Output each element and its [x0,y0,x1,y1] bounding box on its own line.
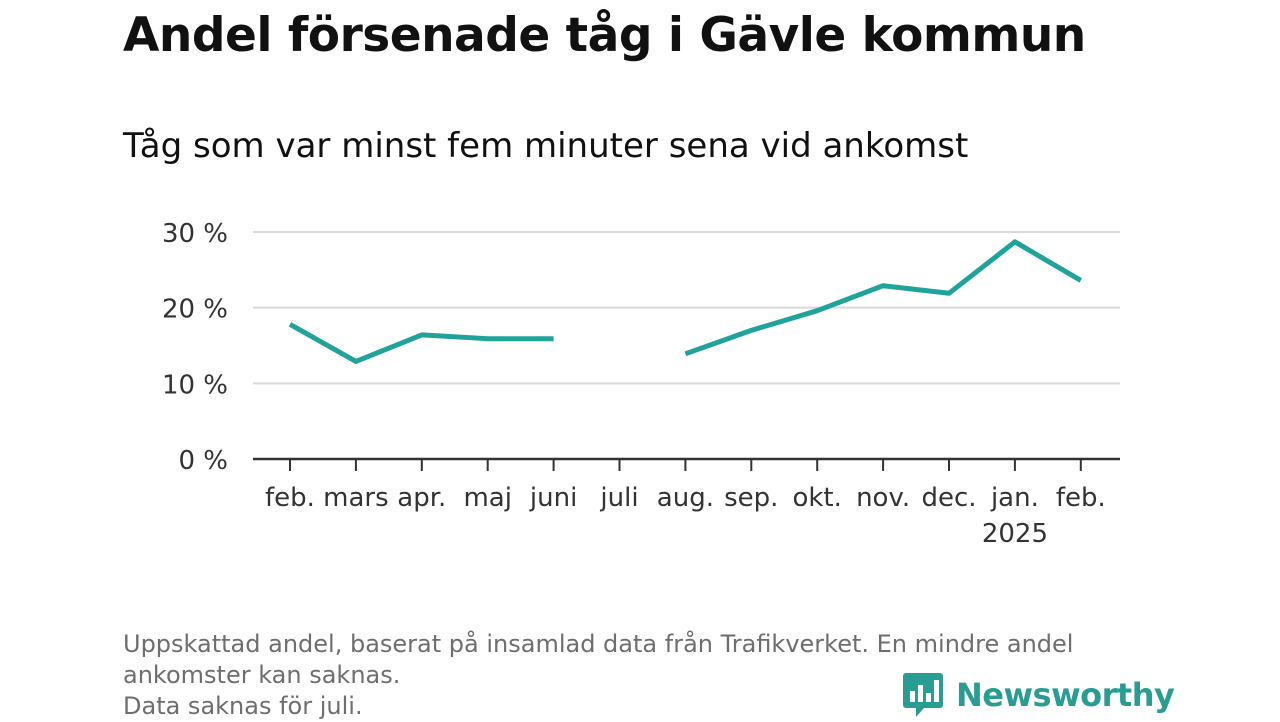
bar-chart-bubble-icon [903,673,943,717]
x-tick-label: sep. [724,483,778,513]
series-line-segment [684,239,1083,357]
data-point [749,328,754,333]
y-tick-label: 30 % [162,219,228,249]
x-tick-label: feb. [1056,483,1106,513]
data-point [1078,278,1083,283]
x-tick-label: nov. [856,483,910,513]
x-tick-label: maj [463,483,511,513]
data-point [815,308,820,313]
chart-title: Andel försenade tåg i Gävle kommun [123,8,1086,63]
newsworthy-logo: Newsworthy [902,670,1175,720]
data-point [419,332,424,337]
y-tick-label: 10 % [162,370,228,400]
line-chart: 0 % 10 % 20 % 30 % feb. mars apr. maj juni juli au… [162,219,1120,549]
series-line-segment [288,322,554,364]
data-point [551,336,556,341]
data-point [947,291,952,296]
y-tick-label: 0 % [178,446,228,476]
x-tick-label: feb. [265,483,315,513]
x-tick-label: apr. [397,483,446,513]
x-tick-label: aug. [657,483,714,513]
x-tick-sublabel: 2025 [982,519,1048,549]
y-tick-label: 20 % [162,295,228,325]
footnote-line: ankomster kan saknas. [123,661,401,689]
footnote-line: Data saknas för juli. [123,692,363,720]
x-tick-label: jan. [990,483,1039,513]
x-tick-label: okt. [792,483,841,513]
data-point [288,322,293,327]
footnote-line: Uppskattad andel, baserat på insamlad da… [123,630,1074,658]
x-tick-label: juni [529,483,577,513]
data-point [485,336,490,341]
data-point [683,351,688,356]
data-point [1012,239,1017,244]
x-tick-label: mars [323,483,389,513]
chart-subtitle: Tåg som var minst fem minuter sena vid a… [123,126,969,166]
x-tick-label: juli [599,483,638,513]
data-point [353,359,358,364]
brand-name: Newsworthy [956,676,1175,714]
x-tick-label: dec. [921,483,976,513]
data-point [881,283,886,288]
footnote: Uppskattad andel, baserat på insamlad da… [123,629,1153,722]
